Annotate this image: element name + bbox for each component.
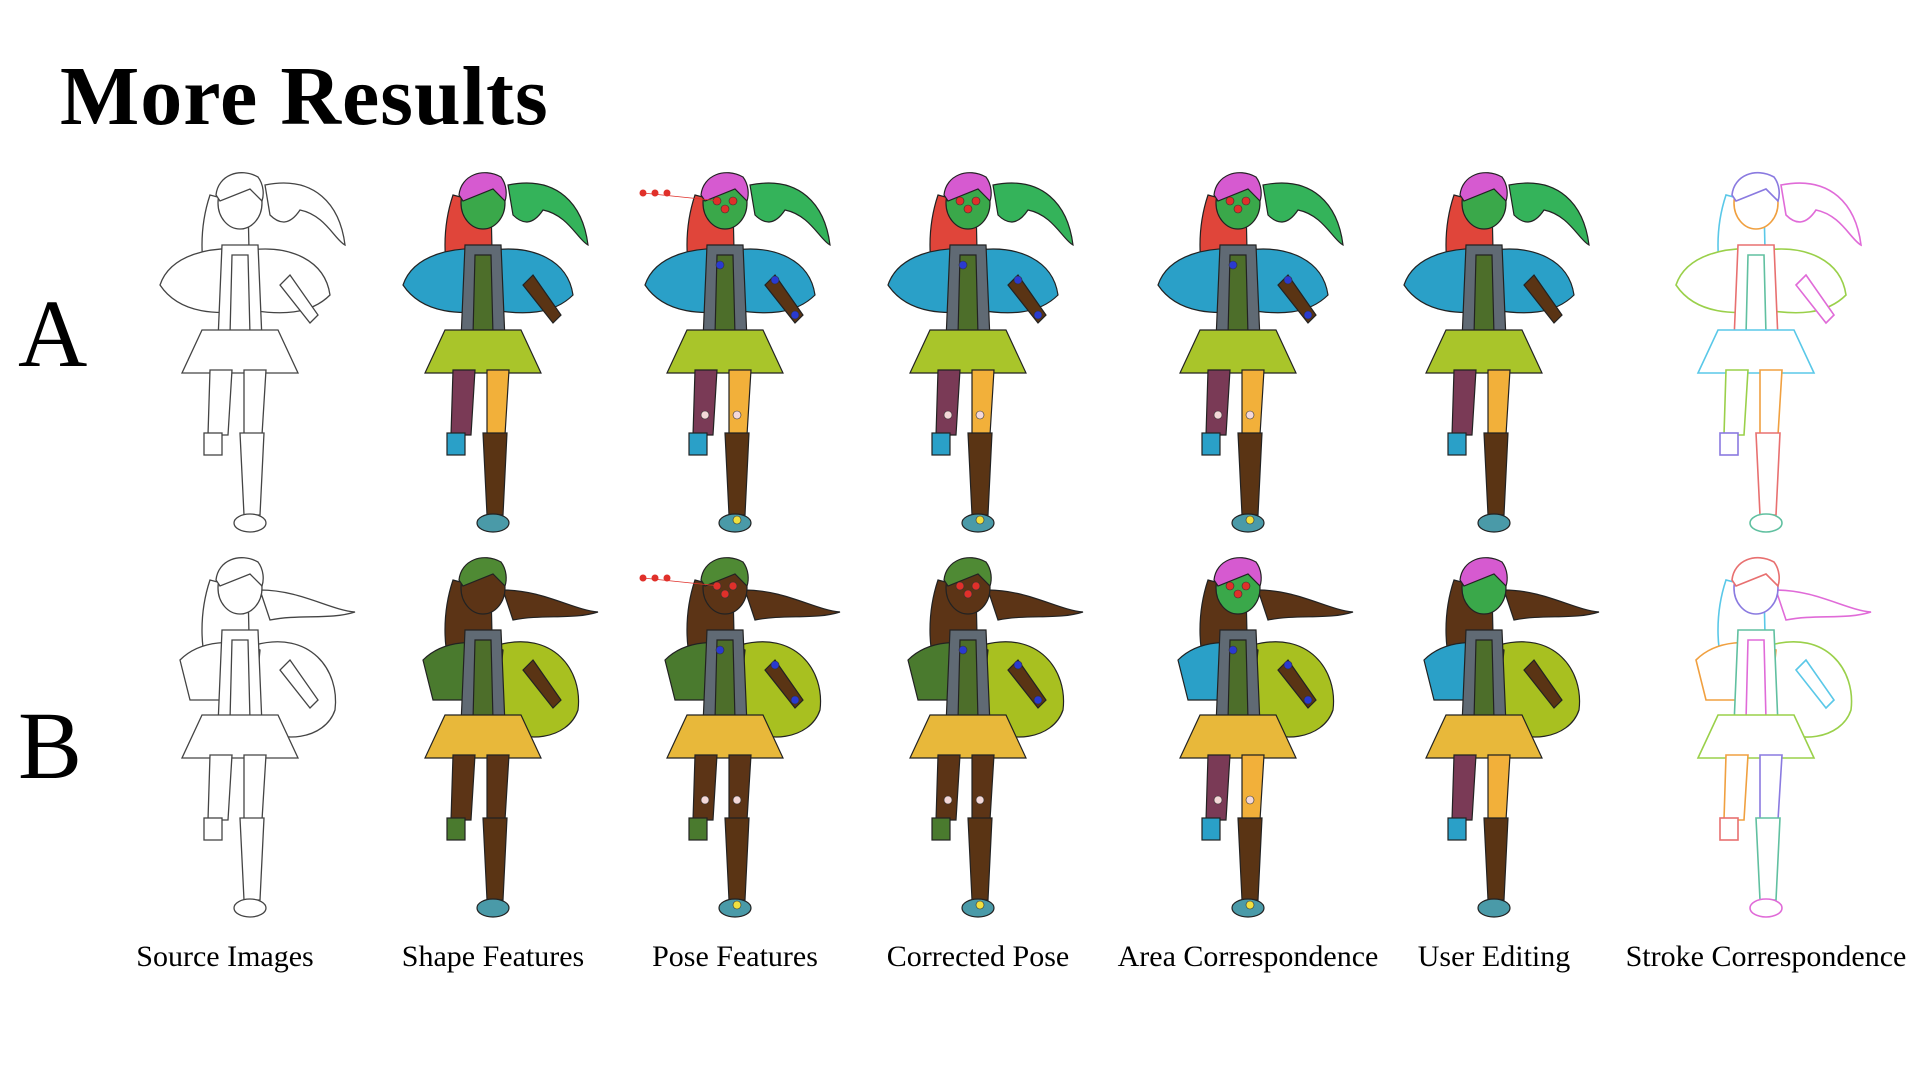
figure-a-shape-features — [383, 165, 603, 545]
figure-b-source-images — [140, 550, 360, 930]
figure-b-pose-features — [625, 550, 845, 930]
column-label-user-editing: User Editing — [1417, 940, 1571, 973]
row-label-a: A — [18, 280, 88, 387]
figure-a-source-images — [140, 165, 360, 545]
column-label-shape-features: Shape Features — [401, 940, 585, 973]
figure-a-stroke-correspondence — [1656, 165, 1876, 545]
figure-a-pose-features — [625, 165, 845, 545]
figure-a-area-correspondence — [1138, 165, 1358, 545]
figure-a-user-editing — [1384, 165, 1604, 545]
column-label-source-images: Source Images — [136, 940, 314, 973]
figure-a-corrected-pose — [868, 165, 1088, 545]
column-label-pose-features: Pose Features — [652, 940, 818, 973]
page-title: More Results — [60, 50, 549, 143]
figure-b-corrected-pose — [868, 550, 1088, 930]
figure-b-user-editing — [1384, 550, 1604, 930]
figure-b-shape-features — [383, 550, 603, 930]
column-label-corrected-pose: Corrected Pose — [886, 940, 1070, 973]
column-label-area-correspondence: Area Correspondence — [1117, 940, 1379, 973]
column-label-stroke-correspondence: Stroke Correspondence — [1625, 940, 1907, 973]
row-label-b: B — [18, 692, 83, 799]
figure-b-stroke-correspondence — [1656, 550, 1876, 930]
figure-b-area-correspondence — [1138, 550, 1358, 930]
